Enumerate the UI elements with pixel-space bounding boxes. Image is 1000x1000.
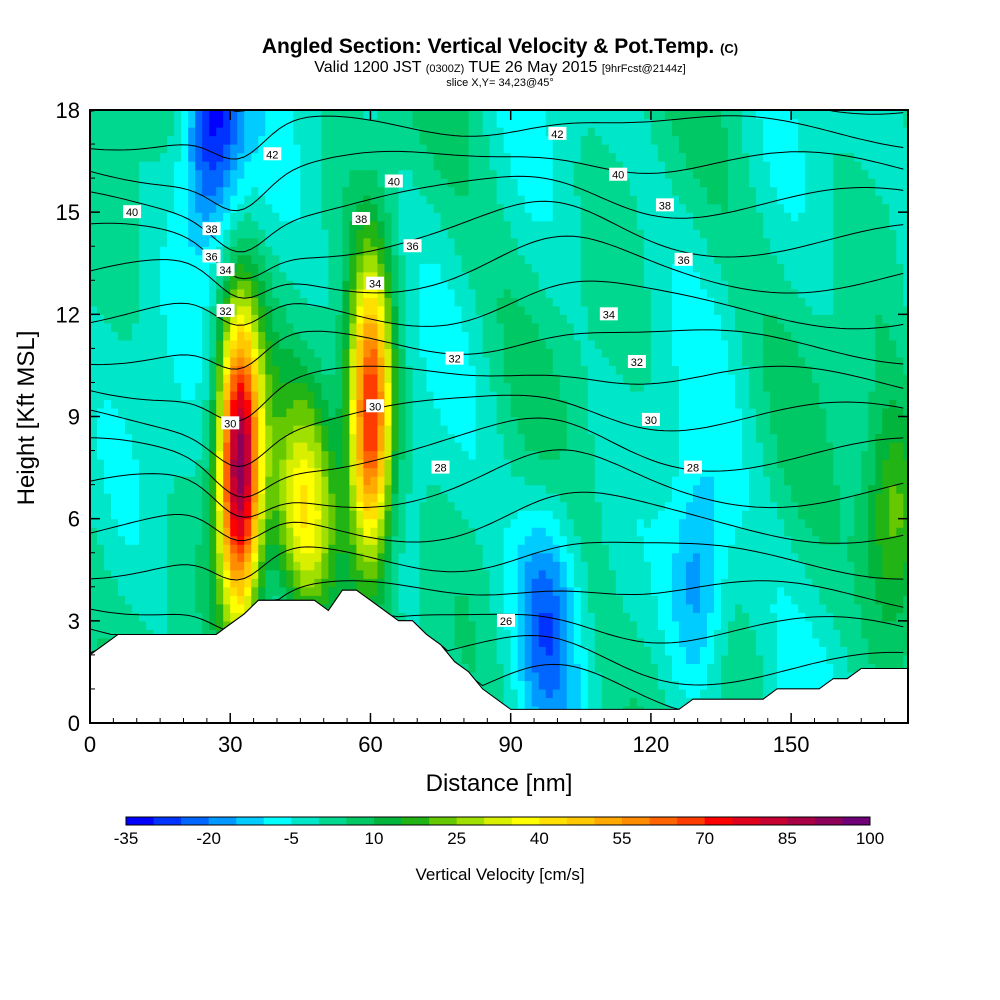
contour-label: 36 <box>202 249 221 263</box>
contour-label: 28 <box>431 460 450 475</box>
colorbar-tick-label: 100 <box>856 829 884 848</box>
colorbar-tick-label: -5 <box>284 829 299 848</box>
contour-label: 42 <box>548 126 567 141</box>
colorbar-swatch <box>511 817 540 825</box>
colorbar-swatch <box>594 817 623 825</box>
colorbar-swatch <box>181 817 210 825</box>
contour-label: 34 <box>599 307 618 321</box>
colorbar-swatch <box>787 817 816 825</box>
colorbar-tick-label: 25 <box>447 829 466 848</box>
colorbar-swatch <box>704 817 733 825</box>
contour-label: 38 <box>202 222 221 236</box>
colorbar-swatch <box>842 817 871 825</box>
colorbar-swatch <box>208 817 237 825</box>
contour-label: 38 <box>655 198 674 212</box>
colorbar-swatch <box>677 817 706 825</box>
y-tick-label: 0 <box>68 711 80 736</box>
x-axis-label: Distance [nm] <box>426 770 573 797</box>
colorbar-swatch <box>759 817 788 825</box>
x-tick-label: 60 <box>358 732 382 757</box>
chart-subtitle: Valid 1200 JST (0300Z) TUE 26 May 2015 [… <box>0 60 1000 77</box>
colorbar: -35 -20 -5 10 25 40 55 70 85 100 <box>114 816 884 848</box>
contour-label: 42 <box>263 147 282 161</box>
colorbar-swatch <box>484 817 513 825</box>
colorbar-swatch <box>236 817 265 825</box>
valid-zulu: (0300Z) <box>425 63 465 75</box>
colorbar-tick-label: 85 <box>778 829 797 848</box>
colorbar-swatch <box>539 817 568 825</box>
title-block: Angled Section: Vertical Velocity & Pot.… <box>0 36 1000 90</box>
contour-label: 30 <box>641 412 660 427</box>
colorbar-tick-label: -20 <box>196 829 221 848</box>
y-tick-label: 12 <box>56 302 80 327</box>
y-tick-label: 3 <box>68 609 80 634</box>
forecast-info: [9hrFcst@2144z] <box>601 63 686 75</box>
contour-label: 40 <box>609 167 628 182</box>
colorbar-swatch <box>126 817 154 825</box>
title-unit: (C) <box>720 41 739 56</box>
x-tick-label: 150 <box>773 732 810 757</box>
x-tick-label: 90 <box>498 732 522 757</box>
colorbar-swatch <box>374 817 402 825</box>
colorbar-swatch <box>401 817 430 825</box>
colorbar-swatch <box>318 817 347 825</box>
terrain <box>89 589 909 724</box>
colorbar-swatch <box>263 817 292 825</box>
contour-label: 32 <box>627 355 646 369</box>
x-tick-label: 120 <box>633 732 670 757</box>
contour-label: 28 <box>683 460 702 475</box>
y-tick-label: 9 <box>68 405 80 430</box>
slice-info: slice X,Y= 34,23@45° <box>446 77 554 89</box>
contour-label: 34 <box>366 276 385 291</box>
y-axis-label: Height [Kft MSL] <box>13 331 40 506</box>
contour-label: 34 <box>216 263 235 277</box>
colorbar-swatch <box>291 817 320 825</box>
colorbar-tick-label: -35 <box>114 829 139 848</box>
valid-prefix: Valid 1200 JST <box>314 59 422 76</box>
colorbar-tick-label: 55 <box>613 829 632 848</box>
colorbar-swatch <box>649 817 678 825</box>
valid-date: TUE 26 May 2015 <box>468 59 598 76</box>
x-tick-label: 30 <box>218 732 242 757</box>
colorbar-tick-label: 70 <box>695 829 714 848</box>
contour-label: 40 <box>123 205 142 219</box>
colorbar-swatch <box>622 817 650 825</box>
contour-label: 38 <box>352 211 371 226</box>
colorbar-swatch <box>566 817 595 825</box>
x-tick-label: 0 <box>84 732 96 757</box>
contour-label: 40 <box>384 174 403 189</box>
y-tick-label: 6 <box>68 507 80 532</box>
contour-label: 32 <box>216 303 235 318</box>
velocity-field <box>90 110 908 723</box>
colorbar-swatch <box>153 817 182 825</box>
colorbar-swatch <box>456 817 485 825</box>
colorbar-swatch <box>732 817 761 825</box>
colorbar-label: Vertical Velocity [cm/s] <box>415 865 584 884</box>
colorbar-tick-label: 10 <box>365 829 384 848</box>
colorbar-swatch <box>429 817 458 825</box>
chart-title: Angled Section: Vertical Velocity & Pot.… <box>0 36 1000 60</box>
colorbar-tick-label: 40 <box>530 829 549 848</box>
contour-label: 30 <box>366 399 385 413</box>
contour-label: 26 <box>497 613 516 628</box>
contour-label: 36 <box>674 252 693 267</box>
title-main: Angled Section: Vertical Velocity & Pot.… <box>261 35 715 58</box>
contour-label: 32 <box>445 351 464 366</box>
y-tick-label: 18 <box>56 98 80 123</box>
colorbar-swatch <box>814 817 843 825</box>
colorbar-swatch <box>346 817 375 825</box>
y-tick-label: 15 <box>56 200 80 225</box>
contour-label: 30 <box>221 416 240 430</box>
contour-label: 36 <box>403 239 422 253</box>
